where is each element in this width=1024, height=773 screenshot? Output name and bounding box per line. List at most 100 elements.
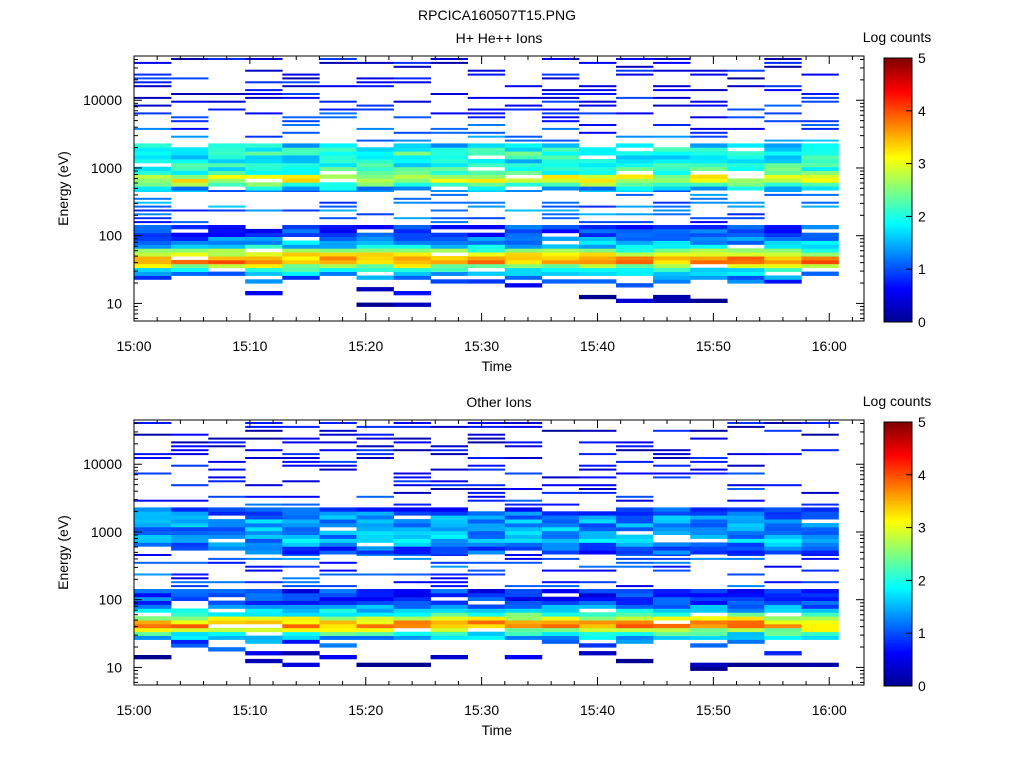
heatmap-cell [653, 523, 691, 528]
heatmap-cell [616, 511, 654, 516]
heatmap-cell [690, 429, 728, 432]
colorbar-swatch [884, 194, 912, 198]
heatmap-cell [467, 96, 506, 99]
heatmap-cell [245, 89, 283, 92]
heatmap-cell [616, 519, 654, 524]
heatmap-cell [504, 523, 543, 528]
x-tick-label: 15:50 [696, 338, 731, 354]
heatmap-cell [504, 530, 543, 535]
heatmap-cell [282, 600, 320, 605]
heatmap-cell [319, 643, 357, 648]
heatmap-cell [764, 232, 802, 237]
heatmap-cell [727, 550, 765, 555]
heatmap-cell [541, 635, 580, 640]
heatmap-cell [467, 550, 506, 555]
heatmap-cell [690, 519, 728, 524]
y-tick-label: 10 [106, 659, 122, 675]
heatmap-cell [430, 166, 468, 171]
colorbar-swatch [884, 479, 912, 482]
heatmap-cell [356, 240, 394, 245]
heatmap-cell [282, 608, 320, 613]
heatmap-cell [356, 604, 394, 609]
x-tick-label: 15:00 [116, 702, 151, 718]
heatmap-cell [171, 449, 209, 452]
heatmap-cell [134, 182, 172, 187]
heatmap-cell [171, 186, 209, 191]
heatmap-cell [208, 143, 246, 148]
heatmap-cell [579, 186, 617, 191]
heatmap-cell [171, 248, 209, 253]
colorbar-tick-label: 5 [918, 414, 926, 430]
heatmap-cell [541, 503, 580, 506]
heatmap-cell [616, 69, 654, 72]
heatmap-cell [653, 561, 691, 564]
heatmap-cell [616, 96, 654, 99]
heatmap-cell [616, 639, 654, 644]
colorbar-swatch [884, 128, 912, 132]
heatmap-cell [245, 507, 283, 512]
heatmap-cell [727, 472, 765, 475]
heatmap-cell [282, 232, 320, 237]
heatmap-cell [356, 608, 394, 613]
heatmap-cell [134, 453, 172, 456]
heatmap-cell [393, 77, 431, 80]
heatmap-cell [541, 511, 580, 516]
colorbar-swatch [884, 97, 912, 101]
heatmap-cell [764, 530, 802, 535]
colorbar-swatch [884, 198, 912, 202]
heatmap-cell [356, 77, 394, 80]
heatmap-cell [616, 620, 654, 625]
heatmap-cell [653, 267, 691, 272]
heatmap-cell [467, 464, 506, 467]
colorbar-swatch [884, 492, 912, 496]
colorbar-swatch [884, 253, 912, 257]
heatmap-cell [764, 166, 802, 171]
heatmap-cell [579, 228, 617, 234]
heatmap-cell [208, 259, 246, 265]
heatmap-cell [245, 437, 283, 440]
heatmap-cell [653, 542, 691, 547]
heatmap-cell [134, 627, 172, 633]
heatmap-cell [616, 236, 654, 241]
heatmap-cell [579, 530, 617, 535]
heatmap-cell [467, 256, 506, 261]
heatmap-cell [690, 147, 728, 152]
heatmap-cell [541, 58, 580, 60]
heatmap-cell [764, 608, 802, 613]
heatmap-cell [504, 511, 543, 516]
heatmap-cell [430, 488, 468, 490]
heatmap-cell [616, 298, 654, 303]
x-axis-label: Time [482, 722, 513, 738]
colorbar-swatch [884, 551, 912, 555]
heatmap-cell [319, 519, 357, 524]
heatmap-cell [282, 530, 320, 535]
heatmap-cell [393, 217, 431, 220]
colorbar-swatch [884, 273, 912, 277]
heatmap-cell [134, 263, 172, 269]
heatmap-cell [541, 162, 580, 168]
heatmap-cell [801, 263, 839, 269]
heatmap-cell [134, 604, 172, 609]
heatmap-cell [653, 449, 691, 452]
heatmap-cell [393, 147, 431, 152]
heatmap-cell [208, 155, 246, 160]
heatmap-cell [764, 538, 802, 543]
heatmap-cell [579, 244, 617, 249]
heatmap-cell [616, 186, 654, 191]
heatmap-cell [134, 81, 172, 84]
heatmap-cell [504, 441, 543, 444]
heatmap-cell [171, 445, 209, 448]
colorbar-swatch [884, 249, 912, 253]
heatmap-cell [764, 178, 802, 183]
heatmap-cell [356, 287, 394, 292]
y-tick-label: 1000 [91, 524, 122, 540]
heatmap-cell [727, 600, 765, 605]
heatmap-cell [282, 511, 320, 516]
heatmap-cell [764, 526, 802, 532]
heatmap-cell [727, 228, 765, 234]
heatmap-cell [467, 526, 506, 532]
heatmap-cell [282, 178, 320, 183]
heatmap-cell [690, 437, 728, 440]
colorbar-swatch [884, 518, 912, 522]
